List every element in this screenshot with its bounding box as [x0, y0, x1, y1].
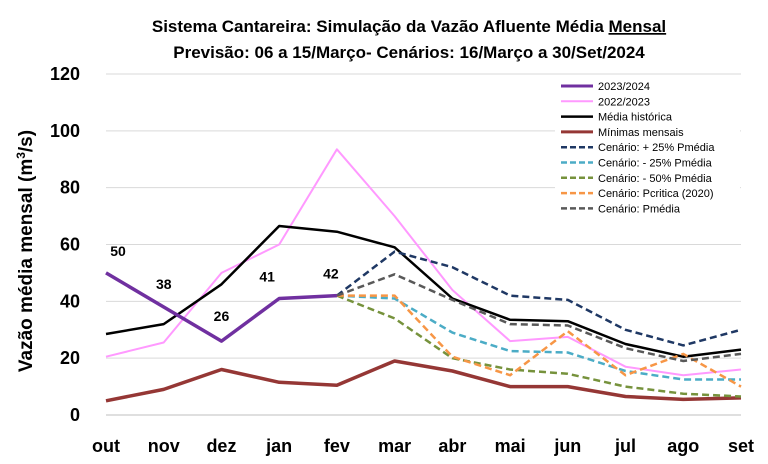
- y-tick-labels: 0 20 40 60 80 100 120: [50, 64, 80, 425]
- legend-label: 2022/2023: [598, 96, 650, 108]
- series-lines: [105, 148, 742, 403]
- x-tick-label: jul: [614, 436, 636, 456]
- legend-label: Cenário: Pmédia: [598, 203, 681, 215]
- x-tick-label: mai: [495, 436, 526, 456]
- legend-label: Cenário: - 25% Pmédia: [598, 158, 713, 170]
- legend-label: Cenário: Pcritica (2020): [598, 188, 714, 200]
- series-line-6: [336, 294, 742, 398]
- y-tick-label: 60: [60, 235, 80, 255]
- y-axis-label: Vazão média mensal (m3/s): [14, 130, 37, 372]
- y-tick-label: 80: [60, 178, 80, 198]
- data-label: 26: [214, 308, 230, 324]
- series-line-0: [105, 271, 337, 343]
- svg-text:Vazão média mensal (m3/s): Vazão média mensal (m3/s): [14, 130, 37, 372]
- legend-label: 2023/2024: [598, 81, 650, 93]
- series-line-7: [336, 294, 742, 388]
- legend-background: [555, 76, 740, 216]
- x-tick-label: jan: [265, 436, 292, 456]
- x-tick-label: abr: [438, 436, 466, 456]
- data-label: 38: [156, 276, 172, 292]
- x-tick-label: set: [728, 436, 754, 456]
- x-tick-label: out: [92, 436, 120, 456]
- y-axis-label-main: Vazão média mensal (m: [16, 159, 37, 372]
- x-tick-labels: out nov dez jan fev mar abr mai jun jul ago set: [92, 436, 754, 456]
- legend: 2023/2024 2022/2023 Média histórica Mínimas…: [555, 76, 740, 216]
- data-label: 50: [110, 243, 126, 259]
- legend-label: Cenário: + 25% Pmédia: [598, 142, 715, 154]
- y-tick-label: 20: [60, 348, 80, 368]
- data-label: 41: [259, 268, 275, 284]
- x-tick-label: jun: [553, 436, 581, 456]
- y-axis-label-end: /s): [16, 130, 37, 152]
- series-line-5: [336, 294, 741, 381]
- data-labels: 50 38 26 41 42: [110, 243, 339, 324]
- series-line-2: [105, 224, 742, 358]
- legend-label: Média histórica: [598, 112, 673, 124]
- x-tick-label: mar: [378, 436, 411, 456]
- series-line-3: [105, 359, 742, 403]
- series-line-4: [336, 250, 742, 347]
- x-tick-label: nov: [148, 436, 180, 456]
- x-tick-label: fev: [324, 436, 350, 456]
- series-line-8: [336, 273, 742, 363]
- legend-label: Cenário: - 50% Pmédia: [598, 173, 713, 185]
- chart-title-line2: Previsão: 06 a 15/Março- Cenários: 16/Ma…: [173, 43, 645, 62]
- y-tick-label: 0: [70, 405, 80, 425]
- data-label: 42: [323, 266, 339, 282]
- x-tick-label: dez: [206, 436, 236, 456]
- legend-label: Mínimas mensais: [598, 127, 684, 139]
- y-tick-label: 100: [50, 121, 80, 141]
- chart-title-line1: Sistema Cantareira: Simulação da Vazão A…: [152, 17, 666, 36]
- y-tick-label: 120: [50, 64, 80, 84]
- series-line-1: [105, 148, 742, 377]
- y-axis-label-superscript: 3: [14, 152, 28, 159]
- y-tick-label: 40: [60, 291, 80, 311]
- x-tick-label: ago: [667, 436, 699, 456]
- chart-title: Sistema Cantareira: Simulação da Vazão A…: [152, 17, 666, 62]
